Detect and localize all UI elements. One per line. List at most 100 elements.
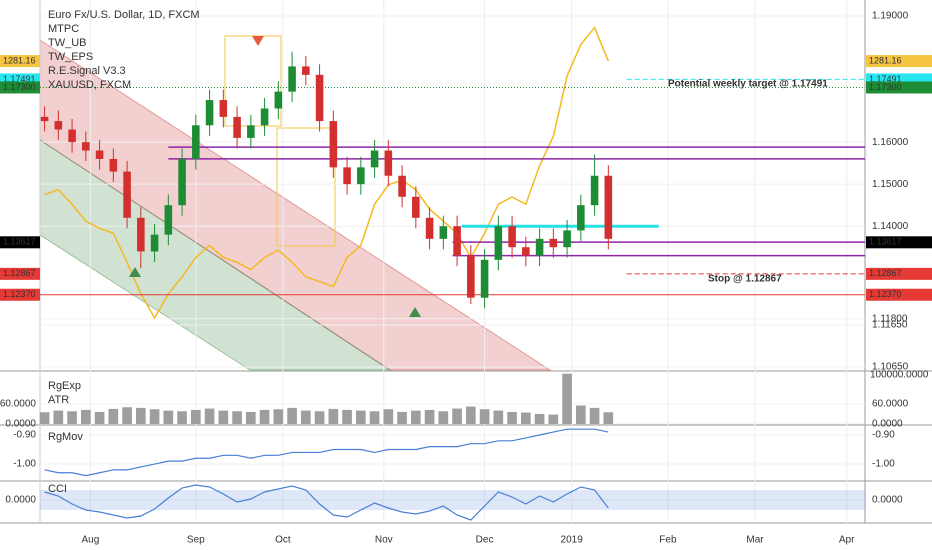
y-tick-label: 0.0000 <box>872 495 903 506</box>
y-tick-label: 60.0000 <box>0 399 36 410</box>
candle-body <box>123 171 131 218</box>
buy-arrow <box>409 307 421 317</box>
volume-bar <box>191 409 201 424</box>
price-label: 1.12370 <box>869 289 902 299</box>
overlay-line <box>44 26 610 320</box>
volume-bar <box>521 412 531 424</box>
candle-body <box>205 100 214 126</box>
volume-bar <box>232 411 242 424</box>
candle-body <box>522 247 530 256</box>
legend-text: Euro Fx/U.S. Dollar, 1D, FXCM <box>48 9 200 21</box>
candle-body <box>247 125 255 138</box>
volume-bar <box>342 409 352 424</box>
signal-box <box>276 127 336 247</box>
candle-body <box>508 226 516 248</box>
volume-bar <box>356 410 366 424</box>
annotation: Potential weekly target @ 1.17491 <box>668 79 828 90</box>
y-tick-label: 60.0000 <box>872 399 909 410</box>
volume-bar <box>369 411 380 424</box>
legend-text: TW_EPS <box>48 51 93 63</box>
y-tick-label: 1.16000 <box>872 137 909 148</box>
candle-body <box>384 150 393 176</box>
price-label: 1.17300 <box>3 82 36 92</box>
price-label-bg <box>0 288 40 301</box>
candle-body <box>192 125 200 159</box>
y-tick-label: 1.15000 <box>872 179 909 190</box>
volume-bar <box>122 407 132 424</box>
annotation: Stop @ 1.12867 <box>708 274 782 285</box>
y-tick-label: -0.90 <box>13 430 36 441</box>
candle-body <box>82 142 90 151</box>
price-label: 1.12370 <box>3 289 36 299</box>
volume-bar <box>246 411 256 424</box>
y-tick-label: 0.0000 <box>872 419 903 430</box>
volume-bar <box>149 409 160 424</box>
candle-body <box>357 167 365 185</box>
candle-body <box>315 74 324 122</box>
candle-body <box>398 175 406 197</box>
price-label: 1281.16 <box>869 55 902 65</box>
candle-body <box>150 234 159 252</box>
y-tick-label: 0.0000 <box>5 495 36 506</box>
candle-body <box>95 150 104 159</box>
candle-body <box>137 217 145 252</box>
price-label-bg <box>0 267 40 280</box>
candle-body <box>549 238 558 248</box>
price-label: 1281.16 <box>3 55 36 65</box>
volume-bar <box>411 410 421 424</box>
volume-bar <box>438 411 449 424</box>
volume-bar <box>479 409 490 424</box>
y-tick-label: -1.00 <box>872 459 895 470</box>
candle-body <box>288 66 296 92</box>
cci-band <box>40 490 865 510</box>
volume-bar <box>328 408 339 424</box>
price-label-bg <box>866 236 932 249</box>
volume-bar <box>218 410 229 424</box>
candle-body <box>590 175 599 206</box>
candle-body <box>412 196 420 218</box>
candle-body <box>260 108 269 126</box>
x-tick-label: Feb <box>659 535 677 546</box>
candle-body <box>233 116 241 138</box>
legend-text: TW_UB <box>48 37 87 49</box>
price-label-bg <box>866 55 932 68</box>
candle-body <box>453 226 461 256</box>
volume-bar <box>424 409 435 424</box>
candle-body <box>343 167 351 185</box>
price-label-bg <box>0 81 40 94</box>
price-label-bg <box>866 288 932 301</box>
x-tick-label: 2019 <box>561 535 584 546</box>
volume-bar <box>576 405 586 424</box>
volume-bar <box>94 411 105 424</box>
candle-body <box>68 129 76 143</box>
x-tick-label: Apr <box>839 535 855 546</box>
buy-arrow <box>129 267 141 277</box>
price-label-bg <box>0 55 40 68</box>
price-label: 1.17491 <box>3 74 36 84</box>
candle-body <box>219 100 228 117</box>
volume-bar <box>397 411 407 424</box>
volume-bar <box>452 408 462 424</box>
volume-bar <box>204 408 215 424</box>
volume-bar <box>136 407 146 424</box>
volume-bar <box>301 410 311 424</box>
volume-bar <box>163 410 174 424</box>
indicator-line <box>44 428 609 477</box>
volume-bar <box>507 411 517 424</box>
price-label: 1.12867 <box>869 268 902 278</box>
price-label: 1.13617 <box>3 237 36 247</box>
volume-bar <box>273 409 284 424</box>
y-tick-label: 0.0000 <box>5 419 36 430</box>
price-label-bg <box>866 81 932 94</box>
sell-arrow <box>252 36 264 46</box>
volume-bar <box>603 412 614 424</box>
candle-body <box>54 121 63 130</box>
price-label: 1.12867 <box>3 268 36 278</box>
candle-body <box>425 217 434 239</box>
x-tick-label: Sep <box>187 535 205 546</box>
price-label: 1.17300 <box>869 82 902 92</box>
candle-body <box>274 91 283 109</box>
volume-bar <box>108 408 119 424</box>
